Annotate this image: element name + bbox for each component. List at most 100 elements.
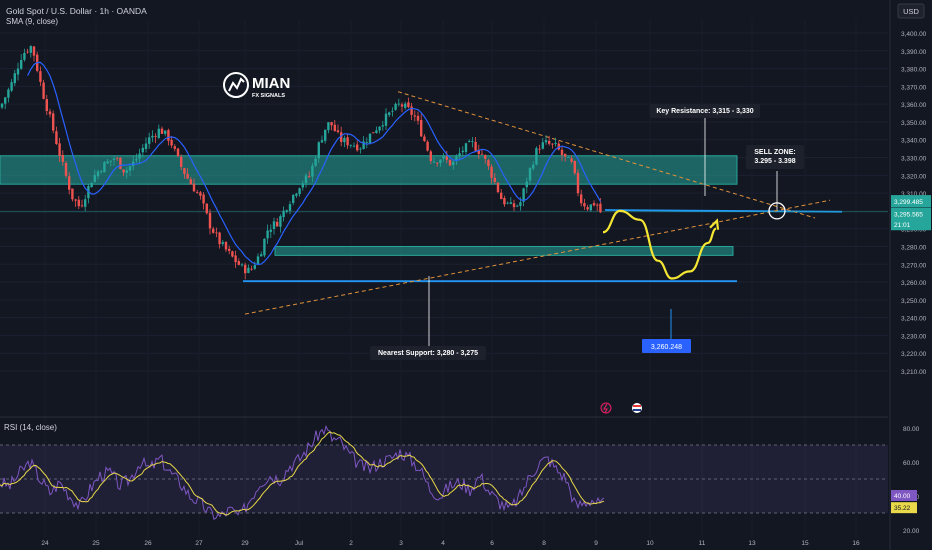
candle <box>458 147 461 161</box>
candle <box>330 121 333 131</box>
candle <box>554 137 557 147</box>
candle <box>77 196 80 210</box>
candle <box>109 160 112 167</box>
candle <box>84 194 87 212</box>
last-price-tag: 3,299.485 <box>891 195 931 208</box>
candle <box>375 126 378 134</box>
last-price-tag-text: 3,299.485 <box>894 199 923 206</box>
candle <box>208 209 212 235</box>
candle <box>10 79 13 93</box>
candles-layer <box>0 45 602 280</box>
logo-name: MIAN <box>252 75 290 92</box>
price-tick-label: 3,260.00 <box>901 280 927 287</box>
time-tick-label: 24 <box>41 540 49 547</box>
candle <box>96 169 100 180</box>
candle <box>404 101 407 110</box>
time-tick-label: 16 <box>852 540 860 547</box>
candle <box>151 130 154 142</box>
price-tick-label: 3,360.00 <box>901 102 927 109</box>
candle <box>388 111 391 118</box>
candle <box>196 189 199 194</box>
candle <box>535 146 538 166</box>
candle <box>564 153 567 162</box>
candle <box>256 253 260 266</box>
time-tick-label: 27 <box>195 540 203 547</box>
rsi-ma-text: 35.22 <box>894 505 911 512</box>
candle <box>512 199 516 212</box>
candle <box>39 66 42 86</box>
candle <box>410 102 413 120</box>
candle <box>333 119 336 132</box>
logo-subtitle: FX SIGNALS <box>252 93 285 99</box>
candle <box>100 169 103 174</box>
candle <box>528 166 532 186</box>
candle <box>426 140 429 152</box>
candle <box>218 231 221 249</box>
candle <box>557 140 560 151</box>
candle <box>119 157 122 170</box>
candle <box>576 169 580 197</box>
candle <box>276 217 279 227</box>
candle <box>320 135 324 143</box>
candle <box>4 96 7 110</box>
candle <box>189 176 192 185</box>
logo-chart-icon <box>228 77 245 92</box>
candle <box>295 192 298 198</box>
ascending-trendline <box>244 199 831 315</box>
rsi-line <box>0 424 605 520</box>
candle <box>480 149 484 155</box>
flag-icon[interactable] <box>632 403 642 413</box>
currency-button[interactable]: USD <box>897 3 925 19</box>
rsi-tick-label: 60.00 <box>903 460 920 467</box>
candle <box>23 48 26 62</box>
candle <box>176 148 180 158</box>
candle <box>484 154 487 164</box>
candle <box>61 150 64 166</box>
candle <box>407 97 410 109</box>
candle <box>304 173 308 188</box>
candle <box>468 139 471 143</box>
overlay-layer: Key Resistance: 3,315 - 3,330 SELL ZONE: 3… <box>370 104 804 360</box>
candle <box>125 167 128 179</box>
sma-value-tag-text: 3,295.565 <box>894 212 923 219</box>
candle <box>154 133 157 144</box>
candle <box>298 187 301 197</box>
candle <box>122 169 125 177</box>
candle <box>170 136 173 148</box>
countdown-tag: 21:01 <box>891 218 931 231</box>
time-tick-label: 4 <box>441 540 445 547</box>
candle <box>583 198 586 210</box>
candle <box>199 190 202 200</box>
candle <box>400 102 404 113</box>
candle <box>90 182 93 188</box>
candle <box>327 122 330 134</box>
candle <box>596 203 599 212</box>
candle <box>324 129 327 144</box>
flash-icon[interactable] <box>600 402 612 414</box>
candle <box>477 144 480 159</box>
candle <box>506 201 509 205</box>
candle <box>356 140 359 152</box>
descending-trendline <box>397 91 816 219</box>
candle <box>314 156 317 168</box>
price-tick-label: 3,310.00 <box>901 191 927 198</box>
candle <box>173 144 176 152</box>
candle <box>68 171 71 195</box>
candle <box>112 156 116 166</box>
candle <box>266 224 269 244</box>
rsi-tick-label: 80.00 <box>903 426 920 433</box>
time-tick-label: 6 <box>490 540 494 547</box>
candle <box>250 265 253 271</box>
candle <box>445 150 448 164</box>
candle <box>202 192 205 210</box>
candle <box>272 217 276 235</box>
candle <box>442 153 445 162</box>
candle <box>372 132 375 134</box>
candle <box>570 155 573 164</box>
resistance-zone <box>0 155 738 185</box>
candle <box>359 147 362 154</box>
price-tick-label: 3,250.00 <box>901 298 927 305</box>
candle <box>52 110 55 134</box>
indicator-label: SMA (9, close) <box>6 17 58 26</box>
